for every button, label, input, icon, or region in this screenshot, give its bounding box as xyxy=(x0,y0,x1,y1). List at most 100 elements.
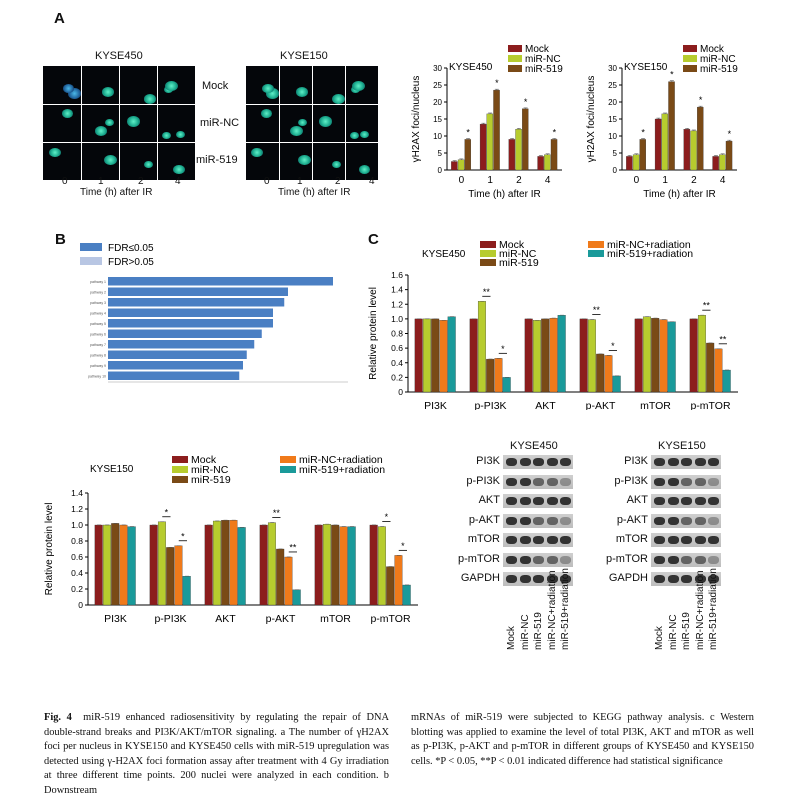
blot-lane-label: miR-519 xyxy=(681,612,692,650)
cell-nucleus xyxy=(319,116,333,127)
bar xyxy=(414,318,423,393)
blot-lane-label: miR-NC+radiation xyxy=(546,570,558,650)
y-tick-label: 0 xyxy=(438,166,443,175)
blot-row-label: p-AKT xyxy=(616,513,648,526)
cell-nucleus xyxy=(94,125,108,136)
cell-nucleus xyxy=(48,147,61,158)
x-tick-label: p-PI3K xyxy=(474,400,506,410)
bar xyxy=(712,156,719,171)
bar xyxy=(331,524,340,606)
bar xyxy=(493,89,500,171)
kegg-chart: FDR≤0.05 FDR>0.05 pathway 1 pathway 2 pathwa… xyxy=(80,243,348,383)
cell-nucleus xyxy=(290,125,303,136)
protein-chart-kyse450: 0 0.2 0.4 0.6 0.8 1.0 1.2 1.4 1.6 PI3K p-PI3K AKT p-… xyxy=(368,239,738,410)
blot-band xyxy=(519,555,531,564)
legend-swatch xyxy=(80,257,102,265)
cell-nucleus xyxy=(68,88,81,99)
blot-lane-label: miR-519+radiation xyxy=(560,568,571,650)
legend-swatch xyxy=(80,243,102,251)
cell-nucleus xyxy=(143,160,153,168)
row-label-mock: Mock xyxy=(202,80,229,92)
cell-nucleus xyxy=(62,84,75,94)
blot-band xyxy=(519,575,531,583)
bar xyxy=(587,319,596,393)
cell-nucleus xyxy=(332,93,345,104)
y-tick-label: 5 xyxy=(613,149,618,158)
blot-strip xyxy=(651,474,721,489)
significance-star: * xyxy=(641,128,645,138)
micro-xlabel-right: Time (h) after IR xyxy=(278,187,351,198)
kegg-bar xyxy=(108,298,285,307)
kegg-pathway-label: pathway 4 xyxy=(90,312,106,316)
bar xyxy=(157,521,166,606)
legend-swatch xyxy=(508,55,522,62)
bar xyxy=(659,319,668,393)
significance-star: * xyxy=(699,95,703,105)
kegg-pathway-label: pathway 2 xyxy=(90,291,106,295)
x-tick-label: 2 xyxy=(516,175,522,186)
blot-band xyxy=(560,575,571,583)
bar xyxy=(439,320,448,393)
kegg-bar xyxy=(108,329,262,338)
bar xyxy=(725,140,733,171)
blot-band xyxy=(681,575,692,583)
bar xyxy=(182,576,191,606)
bar xyxy=(524,318,533,393)
blot-band xyxy=(546,497,558,505)
legend-swatch xyxy=(508,45,522,52)
bar xyxy=(276,548,285,606)
blot-lane-label: miR-519 xyxy=(533,612,544,650)
bar xyxy=(477,301,486,393)
cell-nucleus xyxy=(175,130,185,138)
legend-label: FDR≤0.05 xyxy=(108,243,154,254)
significance-star: * xyxy=(165,507,169,517)
x-tick-label: p-AKT xyxy=(586,400,616,410)
blot-band xyxy=(708,497,719,505)
legend-swatch xyxy=(480,259,496,266)
x-tick-label: PI3K xyxy=(424,400,447,410)
bar xyxy=(174,545,183,606)
bar xyxy=(697,106,704,171)
bar xyxy=(596,353,605,393)
legend-label: miR-519 xyxy=(525,64,563,75)
legend-label: Mock xyxy=(499,239,525,251)
blot-band xyxy=(506,516,517,525)
y-tick-label: 25 xyxy=(608,81,617,90)
y-tick-label: 1.6 xyxy=(391,270,403,280)
blot-title: KYSE450 xyxy=(510,440,558,452)
blot-strip xyxy=(651,572,721,586)
blot-band xyxy=(519,516,531,525)
y-tick-label: 15 xyxy=(433,115,442,124)
y-axis-label: Relative protein level xyxy=(368,287,379,380)
x-tick-label: 1 xyxy=(487,175,493,186)
blot-band xyxy=(560,536,571,544)
chart-title: KYSE450 xyxy=(449,62,493,73)
legend-label: miR-NC xyxy=(525,54,561,65)
blot-band xyxy=(506,536,517,544)
cell-nucleus xyxy=(102,87,115,97)
blot-band xyxy=(694,458,706,466)
bar xyxy=(486,113,494,171)
y-tick-label: 0 xyxy=(398,387,403,397)
blot-band xyxy=(708,477,719,486)
x-tick-label: PI3K xyxy=(104,613,127,625)
y-tick-label: 0 xyxy=(78,600,83,610)
cell-nucleus xyxy=(351,80,365,91)
y-tick-label: 0.2 xyxy=(391,372,403,382)
significance-star: ** xyxy=(703,301,711,311)
blot-band xyxy=(506,458,517,466)
chart-title: KYSE150 xyxy=(90,464,134,475)
blot-band xyxy=(560,477,571,486)
significance-star: ** xyxy=(483,287,491,297)
x-tick-label: mTOR xyxy=(320,613,351,625)
micrograph-kyse450 xyxy=(43,66,195,180)
bar xyxy=(690,130,697,171)
y-tick-label: 10 xyxy=(433,132,442,141)
bar xyxy=(451,161,458,171)
legend-swatch xyxy=(508,65,522,72)
panel-letter-a: A xyxy=(54,10,65,27)
significance-star: * xyxy=(501,344,505,354)
protein-chart-kyse150: 0 0.2 0.4 0.6 0.8 1.0 1.2 1.4 PI3K p-PI3K AKT p-AKT… xyxy=(44,454,418,625)
blot-lane-label: Mock xyxy=(506,626,517,650)
tick: 2 xyxy=(138,176,144,187)
